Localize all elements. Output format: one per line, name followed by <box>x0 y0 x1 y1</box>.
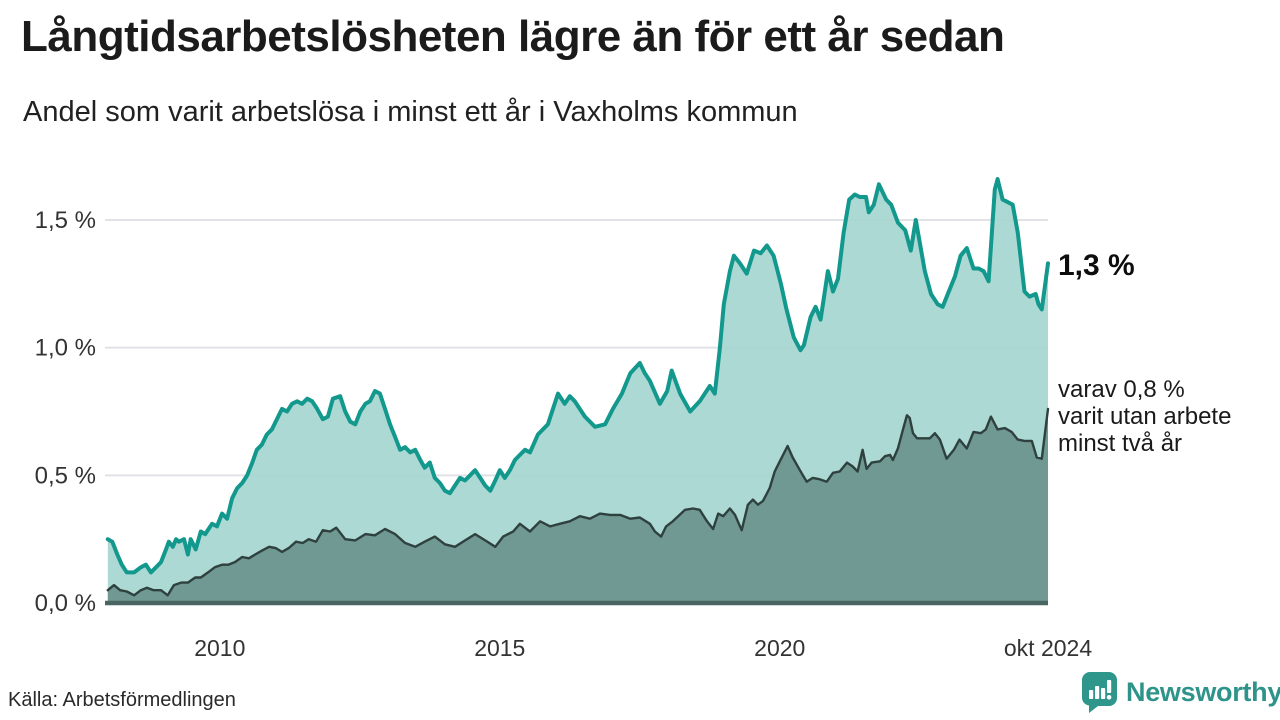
series-2yr-annotation-line: varit utan arbete <box>1058 403 1232 431</box>
x-axis-tick-label: okt 2024 <box>1004 635 1092 661</box>
area-unemployed-2yr <box>107 408 1049 603</box>
x-axis-tick-label: 2020 <box>754 635 805 661</box>
y-axis-tick-label: 0,0 % <box>35 590 96 617</box>
page-subtitle: Andel som varit arbetslösa i minst ett å… <box>23 96 798 128</box>
x-axis-tick-label: 2010 <box>194 635 245 661</box>
line-unemployed-1yr <box>105 177 1050 575</box>
series-1yr-value-label: 1,3 % <box>1058 249 1135 282</box>
series-2yr-annotation-line: varav 0,8 % <box>1058 376 1185 403</box>
series-2yr-annotation-line: minst två år <box>1058 430 1183 458</box>
y-axis-tick-label: 1,5 % <box>35 207 96 234</box>
y-axis-tick-label: 1,0 % <box>35 335 96 362</box>
line-unemployed-2yr <box>106 407 1050 597</box>
y-axis-tick-label: 0,5 % <box>35 462 96 489</box>
x-axis-tick-label: 2015 <box>474 635 525 661</box>
newsworthy-logo: Newsworthy <box>1081 671 1280 713</box>
newsworthy-bubble-chart-icon <box>1082 672 1117 713</box>
newsworthy-wordmark: Newsworthy <box>1126 676 1280 707</box>
series-2yr-annotation: varav 0,8 % varit utan arbete minst två … <box>1058 376 1231 457</box>
source-note: Källa: Arbetsförmedlingen <box>8 689 236 711</box>
page-title: Långtidsarbetslösheten lägre än för ett … <box>21 12 1005 61</box>
